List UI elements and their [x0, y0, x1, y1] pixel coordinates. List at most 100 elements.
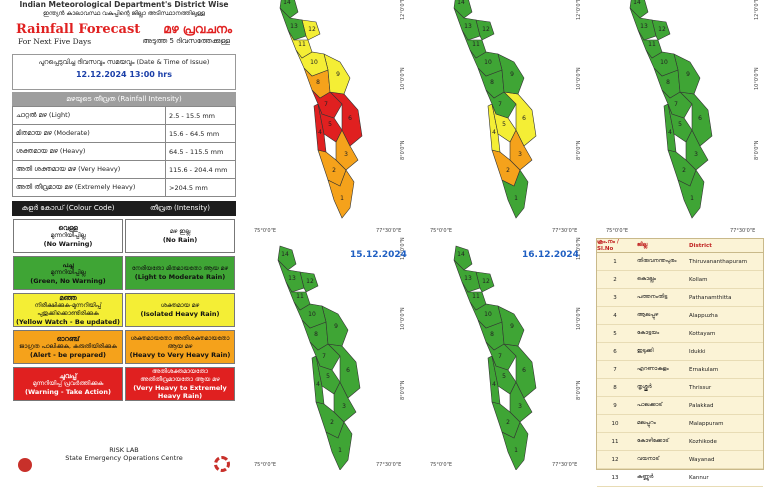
colour-desc-en: (No Warning): [43, 240, 93, 248]
longitude-label-left: 75°0'0"E: [430, 228, 453, 234]
colour-code-swatch: ചുവപ്പ് മുന്നറിയിപ്പ് പ്രവർത്തിക്കുക (Wa…: [13, 367, 123, 401]
colour-code-swatch: വെള്ള മുന്നറിയിപ്പില്ല (No Warning): [13, 219, 123, 253]
district-table-header: ക്രം.നം / Sl.No ജില്ല District: [597, 239, 763, 253]
forecast-map-panel: 1 2 3 4 5 6 7 8 9 10 11 12 13 14 75°0'0"E 77°30'0"E 12°0…: [418, 0, 586, 236]
latitude-label: 10°0'0"N: [400, 67, 406, 90]
district-number-label: 9: [686, 71, 690, 78]
district-region-4: [663, 103, 677, 153]
district-number-label: 10: [310, 59, 318, 66]
district-name-ml: തൃശ്ശൂർ: [637, 384, 652, 390]
district-number-label: 4: [492, 381, 496, 388]
district-region-4: [313, 103, 327, 153]
district-name-en: Ernakulam: [689, 366, 719, 373]
district-row: 6 ഇടുക്കി Idukki: [597, 343, 763, 361]
district-row: 9 പാലക്കാട് Palakkad: [597, 397, 763, 415]
intensity-swatch: അതിശക്തമായതോ അതിതീവ്രമായതോ ആയ മഴ (Very H…: [125, 367, 235, 401]
district-no: 6: [613, 348, 617, 355]
district-number-label: 8: [666, 79, 670, 86]
district-name-ml: കോഴിക്കോട്: [637, 438, 669, 444]
district-number-label: 7: [322, 353, 326, 360]
issue-box: പുറപ്പെടുവിച്ച ദിവസവും സമയവും (Date & Ti…: [12, 54, 236, 90]
forecast-title-ml: മഴ പ്രവചനം: [163, 22, 232, 36]
dept-title-ml: ഇന്ത്യൻ കാലാവസ്ഥ വകുപ്പിന്റെ ജില്ലാ അടിസ…: [43, 10, 205, 17]
issue-datetime: 12.12.2024 13:00 hrs: [75, 70, 173, 79]
colour-desc: ജാഗ്രത പാലിക്കുക, കരുതിയിരിക്കുക: [19, 343, 117, 350]
district-number-label: 14: [283, 0, 291, 6]
longitude-label-right: 77°30'0"E: [730, 228, 756, 234]
district-name-ml: മലപ്പുറം: [637, 420, 656, 426]
district-no: 9: [613, 402, 617, 409]
intensity-desc: ശക്തമായതോ അതിശക്തമായതോ ആയ മഴ: [130, 335, 230, 350]
district-name-en: Kottayam: [689, 330, 716, 337]
district-name-ml: കൊല്ലം: [637, 276, 656, 282]
district-number-label: 13: [464, 23, 472, 30]
intensity-row: ശക്തമായ മഴ (Heavy) 64.5 - 115.5 mm: [12, 142, 236, 161]
district-no: 13: [611, 474, 619, 481]
district-number-label: 12: [308, 26, 316, 33]
latitude-label: 10°0'0"N: [400, 307, 406, 330]
district-number-label: 8: [490, 79, 494, 86]
district-number-label: 3: [344, 151, 348, 158]
intensity-range: 2.5 - 15.5 mm: [165, 106, 236, 125]
district-number-label: 2: [330, 419, 334, 426]
district-no: 4: [613, 312, 617, 319]
district-number-label: 1: [514, 195, 518, 202]
latitude-label: 8°0'0"N: [754, 140, 760, 160]
latitude-label: 8°0'0"N: [400, 380, 406, 400]
district-name-ml: വയനാട്: [637, 456, 660, 462]
district-region-6: [503, 343, 537, 399]
intensity-range: 15.6 - 64.5 mm: [165, 124, 236, 143]
longitude-label-right: 77°30'0"E: [552, 228, 578, 234]
district-number-label: 7: [674, 101, 678, 108]
district-name-ml: പാലക്കാട്: [637, 402, 663, 408]
issue-label: പുറപ്പെടുവിച്ച ദിവസവും സമയവും (Date & Ti…: [38, 58, 210, 66]
intensity-row: മിതമായ മഴ (Moderate) 15.6 - 64.5 mm: [12, 124, 236, 143]
district-number-label: 10: [308, 311, 316, 318]
colour-code-row: വെള്ള മുന്നറിയിപ്പില്ല (No Warning) മഴ ഇ…: [12, 219, 236, 253]
latitude-label: 10°0'0"N: [576, 307, 582, 330]
district-number-label: 1: [340, 195, 344, 202]
district-number-label: 13: [290, 23, 298, 30]
district-number-label: 2: [506, 419, 510, 426]
forecast-map-panel: 1 2 3 4 5 6 7 8 9 10 11 12 13 14 75°0'0"E 77°30'0"E 12°0…: [594, 0, 764, 236]
colour-desc: നിരീക്ഷിക്കുക-മുന്നറിയിപ്പ് പുതുക്കിക്കൊ…: [34, 302, 102, 317]
district-number-label: 8: [316, 79, 320, 86]
district-row: 1 തിരുവനന്തപുരം Thiruvananthapuram: [597, 253, 763, 271]
district-number-label: 9: [336, 71, 340, 78]
colour-name: പച്ച: [62, 261, 74, 269]
district-name-en: Alappuzha: [689, 312, 718, 319]
longitude-label-left: 75°0'0"E: [254, 462, 277, 468]
district-number-label: 11: [296, 293, 304, 300]
district-row: 8 തൃശ്ശൂർ Thrissur: [597, 379, 763, 397]
forecast-subtitle: For Next Five Days: [18, 37, 92, 46]
intensity-header: മഴയുടെ തീവ്രത (Rainfall Intensity): [12, 92, 236, 106]
district-row: 5 കോട്ടയം Kottayam: [597, 325, 763, 343]
colour-name: മഞ്ഞ: [59, 294, 77, 302]
district-region-4: [487, 355, 501, 405]
intensity-row: അതി തീവ്രമായ മഴ (Extremely Heavy) >204.5…: [12, 178, 236, 197]
district-row: 2 കൊല്ലം Kollam: [597, 271, 763, 289]
district-name-ml: കണ്ണൂർ: [637, 474, 654, 480]
intensity-label: ചാറ്റൽ മഴ (Light): [12, 106, 166, 125]
district-name-ml: കോട്ടയം: [637, 330, 660, 336]
intensity-desc-en: (Isolated Heavy Rain): [140, 310, 220, 318]
district-number-label: 3: [342, 403, 346, 410]
district-name-en: Kollam: [689, 276, 708, 283]
colour-code-header-left: കളർ കോഡ് (Colour Code): [21, 204, 115, 212]
intensity-range: 64.5 - 115.5 mm: [165, 142, 236, 161]
latitude-label: 10°0'0"N: [576, 67, 582, 90]
district-number-label: 14: [281, 251, 289, 258]
district-number-label: 5: [502, 121, 506, 128]
district-number-label: 9: [510, 323, 514, 330]
district-number-label: 5: [678, 121, 682, 128]
forecast-map-panel: 1 2 3 4 5 6 7 8 9 10 11 12 13 14 75°0'0"E 77°30'0"E 12°0…: [418, 237, 586, 470]
district-number-label: 12: [482, 278, 490, 285]
district-number-label: 3: [518, 403, 522, 410]
colour-name: ഓറഞ്ച്: [56, 335, 80, 343]
district-row: 11 കോഴിക്കോട് Kozhikode: [597, 433, 763, 451]
district-name-ml: എറണാകുളം: [637, 366, 669, 372]
colour-code-row: മഞ്ഞ നിരീക്ഷിക്കുക-മുന്നറിയിപ്പ് പുതുക്ക…: [12, 293, 236, 327]
district-number-label: 12: [658, 26, 666, 33]
